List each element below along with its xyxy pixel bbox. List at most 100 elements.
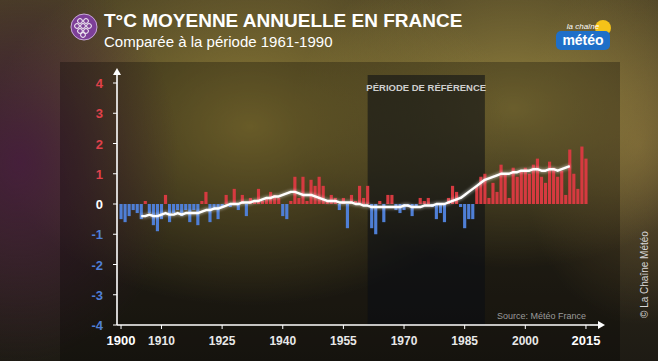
bar bbox=[119, 204, 122, 219]
y-tick bbox=[113, 264, 117, 265]
y-tick bbox=[113, 204, 117, 205]
y-tick bbox=[113, 173, 117, 174]
bar bbox=[128, 204, 131, 216]
bar bbox=[144, 201, 147, 204]
y-tick bbox=[113, 294, 117, 295]
bar bbox=[305, 201, 308, 204]
bar bbox=[495, 192, 498, 204]
y-tick bbox=[113, 113, 117, 114]
y-tick-label: 2 bbox=[96, 137, 103, 152]
x-tick bbox=[464, 325, 465, 329]
x-tick bbox=[343, 325, 344, 329]
bar bbox=[459, 204, 462, 207]
title: T°C MOYENNE ANNUELLE EN FRANCE bbox=[104, 10, 462, 31]
bar bbox=[245, 204, 248, 216]
y-tick-label: -2 bbox=[91, 258, 103, 273]
bar bbox=[576, 189, 579, 204]
bar bbox=[338, 204, 341, 210]
reference-band bbox=[368, 75, 485, 325]
icon-grape bbox=[75, 24, 80, 29]
y-tick-label: -4 bbox=[91, 318, 103, 333]
bar bbox=[508, 198, 511, 204]
bar bbox=[281, 204, 284, 216]
bar bbox=[136, 204, 139, 213]
bar bbox=[346, 204, 349, 228]
bar bbox=[504, 174, 507, 204]
x-tick-label: 1925 bbox=[209, 334, 236, 348]
bar bbox=[580, 147, 583, 204]
bar bbox=[568, 150, 571, 204]
x-tick bbox=[404, 325, 405, 329]
icon-grape bbox=[87, 24, 92, 29]
x-tick-label: 1985 bbox=[451, 334, 478, 348]
x-tick-label: 2015 bbox=[571, 333, 600, 348]
bar bbox=[572, 174, 575, 204]
y-tick-label: 4 bbox=[96, 76, 104, 91]
bar bbox=[491, 183, 494, 204]
y-tick bbox=[113, 325, 117, 326]
y-tick-label: 3 bbox=[96, 106, 103, 121]
bar bbox=[358, 186, 361, 204]
bar bbox=[536, 159, 539, 204]
bar bbox=[124, 204, 127, 222]
x-tick-label: 1940 bbox=[269, 334, 296, 348]
x-tick bbox=[525, 325, 526, 329]
bar bbox=[233, 189, 236, 204]
bar bbox=[192, 204, 195, 210]
logo-text: la chaîne bbox=[567, 22, 600, 31]
annotation: PÉRIODE DE RÉFÉRENCE bbox=[366, 82, 486, 93]
bar bbox=[289, 201, 292, 204]
bar bbox=[467, 204, 470, 219]
bar bbox=[427, 198, 430, 204]
x-axis bbox=[117, 324, 590, 326]
subtitle: Comparée à la période 1961-1990 bbox=[104, 33, 333, 50]
trend-line bbox=[141, 166, 570, 216]
bar bbox=[552, 168, 555, 204]
trend-glow bbox=[141, 166, 570, 216]
bar bbox=[487, 198, 490, 204]
logo-text: météo bbox=[562, 32, 603, 48]
bar bbox=[556, 177, 559, 204]
y-tick bbox=[113, 83, 117, 84]
y-tick-label: 1 bbox=[96, 167, 103, 182]
x-tick-label: 1955 bbox=[330, 334, 357, 348]
bar bbox=[544, 183, 547, 204]
bar bbox=[277, 198, 280, 204]
bar bbox=[200, 201, 203, 204]
bar bbox=[584, 159, 587, 204]
bar bbox=[132, 204, 135, 210]
bar bbox=[172, 204, 175, 213]
title-icon bbox=[71, 14, 97, 40]
bar bbox=[148, 204, 151, 213]
bar bbox=[560, 171, 563, 204]
x-tick bbox=[222, 325, 223, 329]
bar bbox=[419, 198, 422, 204]
bar bbox=[443, 204, 446, 222]
bar bbox=[301, 177, 304, 204]
bar bbox=[520, 171, 523, 204]
bar bbox=[297, 198, 300, 204]
bar bbox=[184, 204, 187, 210]
panel bbox=[60, 62, 620, 361]
x-tick bbox=[161, 325, 162, 329]
source: Source: Météo France bbox=[497, 311, 586, 321]
y-tick bbox=[113, 234, 117, 235]
bar bbox=[378, 201, 381, 204]
bar bbox=[516, 177, 519, 204]
bar bbox=[366, 186, 369, 204]
x-tick bbox=[282, 325, 283, 329]
plot bbox=[119, 147, 587, 235]
bar bbox=[176, 204, 179, 210]
y-tick-label: -3 bbox=[91, 288, 103, 303]
x-tick-label: 1910 bbox=[148, 334, 175, 348]
bar bbox=[208, 204, 211, 222]
x-axis-arrowhead bbox=[598, 321, 605, 329]
x-tick bbox=[585, 325, 586, 329]
credit: © La Chaîne Météo bbox=[639, 231, 650, 318]
bar bbox=[528, 174, 531, 204]
y-axis-arrowhead bbox=[113, 68, 121, 75]
bar bbox=[463, 204, 466, 228]
x-tick-label: 1970 bbox=[391, 334, 418, 348]
bar bbox=[471, 204, 474, 219]
y-tick bbox=[113, 143, 117, 144]
